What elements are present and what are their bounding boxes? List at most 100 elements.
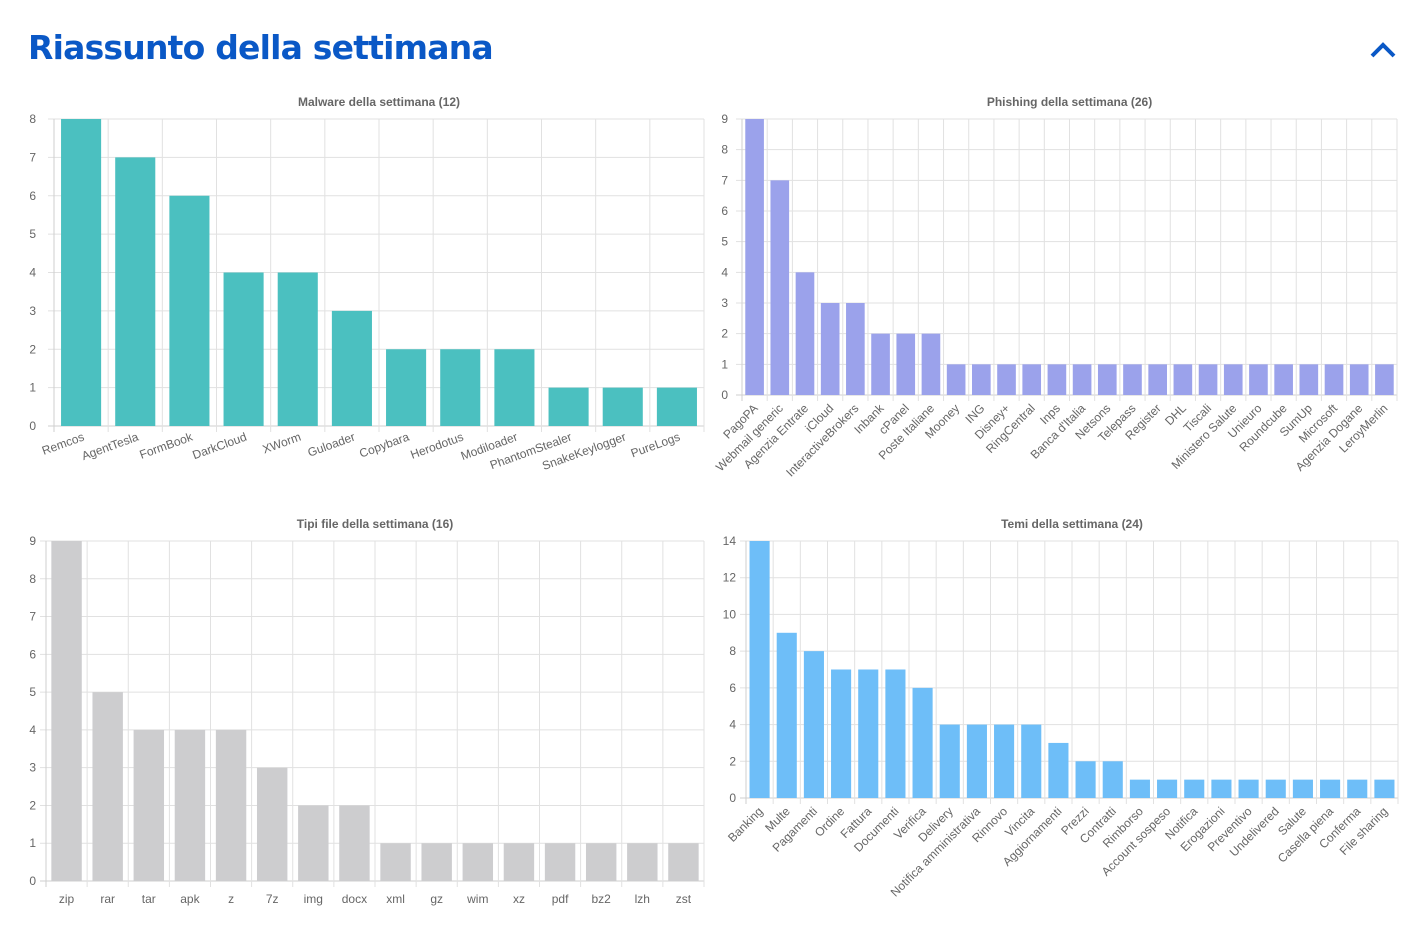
bar-ing[interactable] [972,364,991,395]
bar-agenzia-entrate[interactable] [795,272,815,395]
bar-darkcloud[interactable] [223,272,264,427]
y-tick-label: 0 [29,874,36,888]
x-tick-label: zst [676,892,692,906]
bar-documenti[interactable] [885,669,906,799]
x-tick-label: apk [180,892,200,906]
chart-title: Malware della settimana (12) [298,95,460,109]
bar-verifica[interactable] [912,687,933,798]
bar-rar[interactable] [92,692,123,881]
bar-webmail-generic[interactable] [770,180,790,395]
bar-prezzi[interactable] [1075,761,1096,798]
collapse-button[interactable] [1366,36,1400,62]
bar-pagopa[interactable] [745,119,764,395]
bar-inbank[interactable] [871,333,890,395]
bar-agenzia-dogane[interactable] [1349,364,1369,395]
bar-notifica[interactable] [1184,779,1205,798]
bar-7z[interactable] [256,767,288,881]
bar-formbook[interactable] [169,195,210,426]
x-tick-label: gz [430,892,443,906]
bar-conferma[interactable] [1347,779,1368,798]
bar-pdf[interactable] [544,843,576,881]
bar-ministero-salute[interactable] [1223,364,1243,395]
bar-microsoft[interactable] [1324,364,1344,395]
bar-rinnovo[interactable] [994,724,1015,798]
y-tick-label: 2 [29,798,36,812]
bar-inps[interactable] [1047,364,1067,395]
chart-title: Temi della settimana (24) [1001,517,1143,531]
bar-cpanel[interactable] [896,333,916,395]
bar-aggiornamenti[interactable] [1048,742,1069,798]
bar-contratti[interactable] [1102,761,1123,798]
bar-tiscali[interactable] [1198,364,1218,395]
bar-apk[interactable] [174,729,206,881]
y-tick-label: 10 [723,607,737,621]
bar-pagamenti[interactable] [803,651,824,798]
y-tick-label: 4 [29,266,36,280]
bar-vincita[interactable] [1021,724,1042,798]
bar-casella-piena[interactable] [1320,779,1341,798]
bar-netsons[interactable] [1097,364,1117,395]
bar-snakekeylogger[interactable] [602,387,643,426]
bar-zip[interactable] [51,541,82,881]
bar-account-sospeso[interactable] [1157,779,1178,798]
bar-gz[interactable] [421,843,452,881]
bar-bz2[interactable] [585,843,617,881]
bar-docx[interactable] [339,805,370,881]
bar-copybara[interactable] [386,349,427,426]
bar-disney-[interactable] [997,364,1016,395]
bar-phantomstealer[interactable] [548,387,589,426]
y-tick-label: 0 [721,388,728,402]
bar-wim[interactable] [462,843,494,881]
bar-unieuro[interactable] [1249,364,1268,395]
bar-banca-d-italia[interactable] [1072,364,1092,395]
bar-poste-italiane[interactable] [921,333,941,395]
y-tick-label: 3 [29,761,36,775]
bar-banking[interactable] [749,541,770,798]
bar-delivery[interactable] [939,724,960,798]
y-tick-label: 8 [29,572,36,586]
bar-z[interactable] [215,729,247,881]
bar-agenttesla[interactable] [115,157,156,426]
bar-erogazioni[interactable] [1211,779,1232,798]
bar-register[interactable] [1148,364,1167,395]
bar-icloud[interactable] [820,303,840,395]
malware-chart: Malware della settimana (12) 0 1 2 3 4 5 6 7 8 Rem… [0,88,712,488]
bar-zst[interactable] [668,843,699,881]
bar-dhl[interactable] [1173,364,1193,395]
x-tick-label: Remcos [40,430,86,458]
bar-remcos[interactable] [61,119,102,426]
bar-preventivo[interactable] [1238,779,1259,798]
bar-multe[interactable] [776,632,797,798]
chart-title: Phishing della settimana (26) [987,95,1152,109]
x-tick-label: Banking [725,804,766,845]
y-tick-label: 4 [29,723,36,737]
bar-ringcentral[interactable] [1022,364,1042,395]
bar-xz[interactable] [503,843,535,881]
bar-fattura[interactable] [858,669,879,799]
bar-ordine[interactable] [831,669,852,799]
bar-guloader[interactable] [331,310,372,426]
bar-modiloader[interactable] [494,349,535,426]
bar-leroymerlin[interactable] [1375,364,1394,395]
bar-sumup[interactable] [1299,364,1319,395]
bar-rimborso[interactable] [1129,779,1150,798]
y-tick-label: 4 [721,265,728,279]
bar-xml[interactable] [380,843,411,881]
bar-purelogs[interactable] [656,387,697,426]
bar-mooney[interactable] [946,364,966,395]
y-tick-label: 7 [29,150,36,164]
bar-xworm[interactable] [277,272,318,427]
bar-img[interactable] [298,805,329,881]
bar-herodotus[interactable] [440,349,481,426]
bar-tar[interactable] [133,729,165,881]
bar-salute[interactable] [1292,779,1313,798]
bar-telepass[interactable] [1123,364,1142,395]
bar-notifica-amministrativa[interactable] [966,724,987,798]
bar-undelivered[interactable] [1265,779,1286,798]
bar-file-sharing[interactable] [1374,779,1395,798]
x-tick-label: z [228,892,234,906]
x-tick-label: Guloader [306,430,357,460]
bar-lzh[interactable] [627,843,658,881]
bar-roundcube[interactable] [1274,364,1293,395]
bar-interactivebrokers[interactable] [846,303,865,395]
